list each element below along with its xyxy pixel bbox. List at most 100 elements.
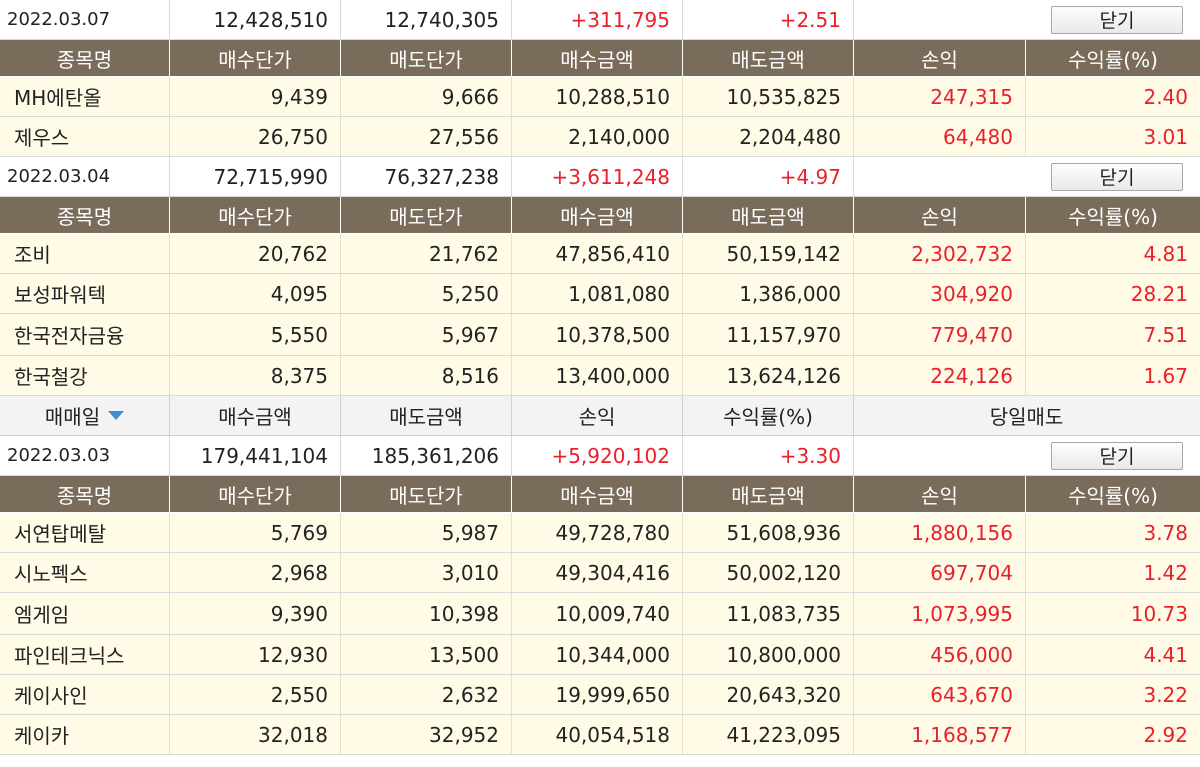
- stock-row[interactable]: MH에탄올 9,439 9,666 10,288,510 10,535,825 …: [0, 77, 1200, 117]
- sell-price: 5,250: [341, 274, 512, 313]
- return-rate: 3.01: [1143, 124, 1188, 149]
- buy-price: 2,550: [170, 675, 341, 714]
- trade-date: 2022.03.07: [0, 0, 170, 39]
- profit: 1,880,156: [854, 513, 1026, 552]
- stock-name: 케이카: [0, 715, 170, 754]
- stock-row[interactable]: 시노펙스 2,968 3,010 49,304,416 50,002,120 6…: [0, 553, 1200, 593]
- stock-name: 제우스: [0, 117, 170, 156]
- col-same-day-sell[interactable]: 당일매도: [989, 405, 1064, 429]
- stock-name: 조비: [0, 234, 170, 273]
- col-profit: 손익: [854, 476, 1026, 512]
- col-sell-amount: 매도금액: [683, 476, 854, 512]
- sort-desc-icon[interactable]: [108, 411, 125, 420]
- buy-price: 5,769: [170, 513, 341, 552]
- buy-amount: 1,081,080: [512, 274, 683, 313]
- col-sell-price: 매도단가: [341, 197, 512, 233]
- col-sell-price: 매도단가: [341, 40, 512, 76]
- stock-row[interactable]: 보성파워텍 4,095 5,250 1,081,080 1,386,000 30…: [0, 274, 1200, 314]
- trade-date: 2022.03.04: [0, 157, 170, 196]
- stock-row[interactable]: 엠게임 9,390 10,398 10,009,740 11,083,735 1…: [0, 593, 1200, 635]
- stock-row[interactable]: 파인테크닉스 12,930 13,500 10,344,000 10,800,0…: [0, 635, 1200, 675]
- buy-price: 32,018: [170, 715, 341, 754]
- return-rate: 3.78: [1143, 520, 1188, 545]
- buy-price: 5,550: [170, 314, 341, 355]
- buy-amount: 49,304,416: [512, 553, 683, 592]
- col-trade-date[interactable]: 매매일: [0, 396, 170, 435]
- sell-amount: 11,083,735: [683, 593, 854, 634]
- stock-name: 보성파워텍: [0, 274, 170, 313]
- col-sell-amount: 매도금액: [683, 40, 854, 76]
- col-buy-price: 매수단가: [170, 40, 341, 76]
- profit: 304,920: [854, 274, 1026, 313]
- close-button[interactable]: 닫기: [1051, 441, 1183, 470]
- buy-amount: 10,288,510: [512, 77, 683, 116]
- stock-row[interactable]: 케이카 32,018 32,952 40,054,518 41,223,095 …: [0, 715, 1200, 755]
- col-return-rate: 수익률(%): [1068, 483, 1158, 508]
- buy-amount: 49,728,780: [512, 513, 683, 552]
- day-return-rate: +4.97: [683, 157, 854, 196]
- profit: 779,470: [854, 314, 1026, 355]
- sell-amount: 10,800,000: [683, 635, 854, 674]
- sell-price: 32,952: [341, 715, 512, 754]
- col-return-rate: 수익률(%): [1068, 204, 1158, 229]
- profit: 2,302,732: [854, 234, 1026, 273]
- close-button[interactable]: 닫기: [1051, 162, 1183, 191]
- buy-price: 26,750: [170, 117, 341, 156]
- return-rate: 1.42: [1143, 560, 1188, 585]
- stock-row[interactable]: 조비 20,762 21,762 47,856,410 50,159,142 2…: [0, 234, 1200, 274]
- close-button[interactable]: 닫기: [1051, 5, 1183, 34]
- sell-amount: 2,204,480: [683, 117, 854, 156]
- day-sell-amount: 185,361,206: [341, 436, 512, 475]
- stock-name: 파인테크닉스: [0, 635, 170, 674]
- profit: 224,126: [854, 356, 1026, 395]
- close-cell: 닫기: [854, 157, 1199, 196]
- stock-name: 서연탑메탈: [0, 513, 170, 552]
- sell-amount: 41,223,095: [683, 715, 854, 754]
- return-rate: 2.92: [1143, 722, 1188, 747]
- return-rate: 7.51: [1143, 322, 1188, 347]
- col-buy-price: 매수단가: [170, 197, 341, 233]
- close-cell: 닫기: [854, 436, 1199, 475]
- col-profit[interactable]: 손익: [512, 396, 683, 435]
- col-buy-amount[interactable]: 매수금액: [170, 396, 341, 435]
- day-sell-amount: 12,740,305: [341, 0, 512, 39]
- return-rate: 2.40: [1143, 84, 1188, 109]
- col-stock-name: 종목명: [0, 40, 170, 76]
- col-sell-amount[interactable]: 매도금액: [341, 396, 512, 435]
- day-summary-row[interactable]: 2022.03.07 12,428,510 12,740,305 +311,79…: [0, 0, 1200, 40]
- sell-price: 5,967: [341, 314, 512, 355]
- col-sell-amount: 매도금액: [683, 197, 854, 233]
- profit: 1,073,995: [854, 593, 1026, 634]
- sell-price: 27,556: [341, 117, 512, 156]
- col-buy-price: 매수단가: [170, 476, 341, 512]
- day-profit: +5,920,102: [512, 436, 683, 475]
- profit: 643,670: [854, 675, 1026, 714]
- stock-name: 한국철강: [0, 356, 170, 395]
- sell-amount: 20,643,320: [683, 675, 854, 714]
- profit: 456,000: [854, 635, 1026, 674]
- stock-name: 시노펙스: [0, 553, 170, 592]
- return-rate: 1.67: [1143, 363, 1188, 388]
- stock-row[interactable]: 한국철강 8,375 8,516 13,400,000 13,624,126 2…: [0, 356, 1200, 396]
- sell-amount: 10,535,825: [683, 77, 854, 116]
- close-cell: 닫기: [854, 0, 1199, 39]
- detail-column-header: 종목명 매수단가 매도단가 매수금액 매도금액 손익 수익률(%): [0, 197, 1200, 234]
- day-summary-row[interactable]: 2022.03.04 72,715,990 76,327,238 +3,611,…: [0, 157, 1200, 197]
- detail-column-header: 종목명 매수단가 매도단가 매수금액 매도금액 손익 수익률(%): [0, 40, 1200, 77]
- day-summary-row[interactable]: 2022.03.03 179,441,104 185,361,206 +5,92…: [0, 436, 1200, 476]
- stock-row[interactable]: 제우스 26,750 27,556 2,140,000 2,204,480 64…: [0, 117, 1200, 157]
- sell-amount: 50,002,120: [683, 553, 854, 592]
- buy-price: 20,762: [170, 234, 341, 273]
- stock-row[interactable]: 서연탑메탈 5,769 5,987 49,728,780 51,608,936 …: [0, 513, 1200, 553]
- col-return-rate[interactable]: 수익률(%): [683, 396, 854, 435]
- stock-name: 한국전자금융: [0, 314, 170, 355]
- buy-amount: 2,140,000: [512, 117, 683, 156]
- stock-row[interactable]: 케이사인 2,550 2,632 19,999,650 20,643,320 6…: [0, 675, 1200, 715]
- stock-row[interactable]: 한국전자금융 5,550 5,967 10,378,500 11,157,970…: [0, 314, 1200, 356]
- day-profit: +311,795: [512, 0, 683, 39]
- detail-column-header: 종목명 매수단가 매도단가 매수금액 매도금액 손익 수익률(%): [0, 476, 1200, 513]
- col-profit: 손익: [854, 40, 1026, 76]
- day-profit: +3,611,248: [512, 157, 683, 196]
- return-rate: 10.73: [1130, 601, 1188, 626]
- buy-amount: 40,054,518: [512, 715, 683, 754]
